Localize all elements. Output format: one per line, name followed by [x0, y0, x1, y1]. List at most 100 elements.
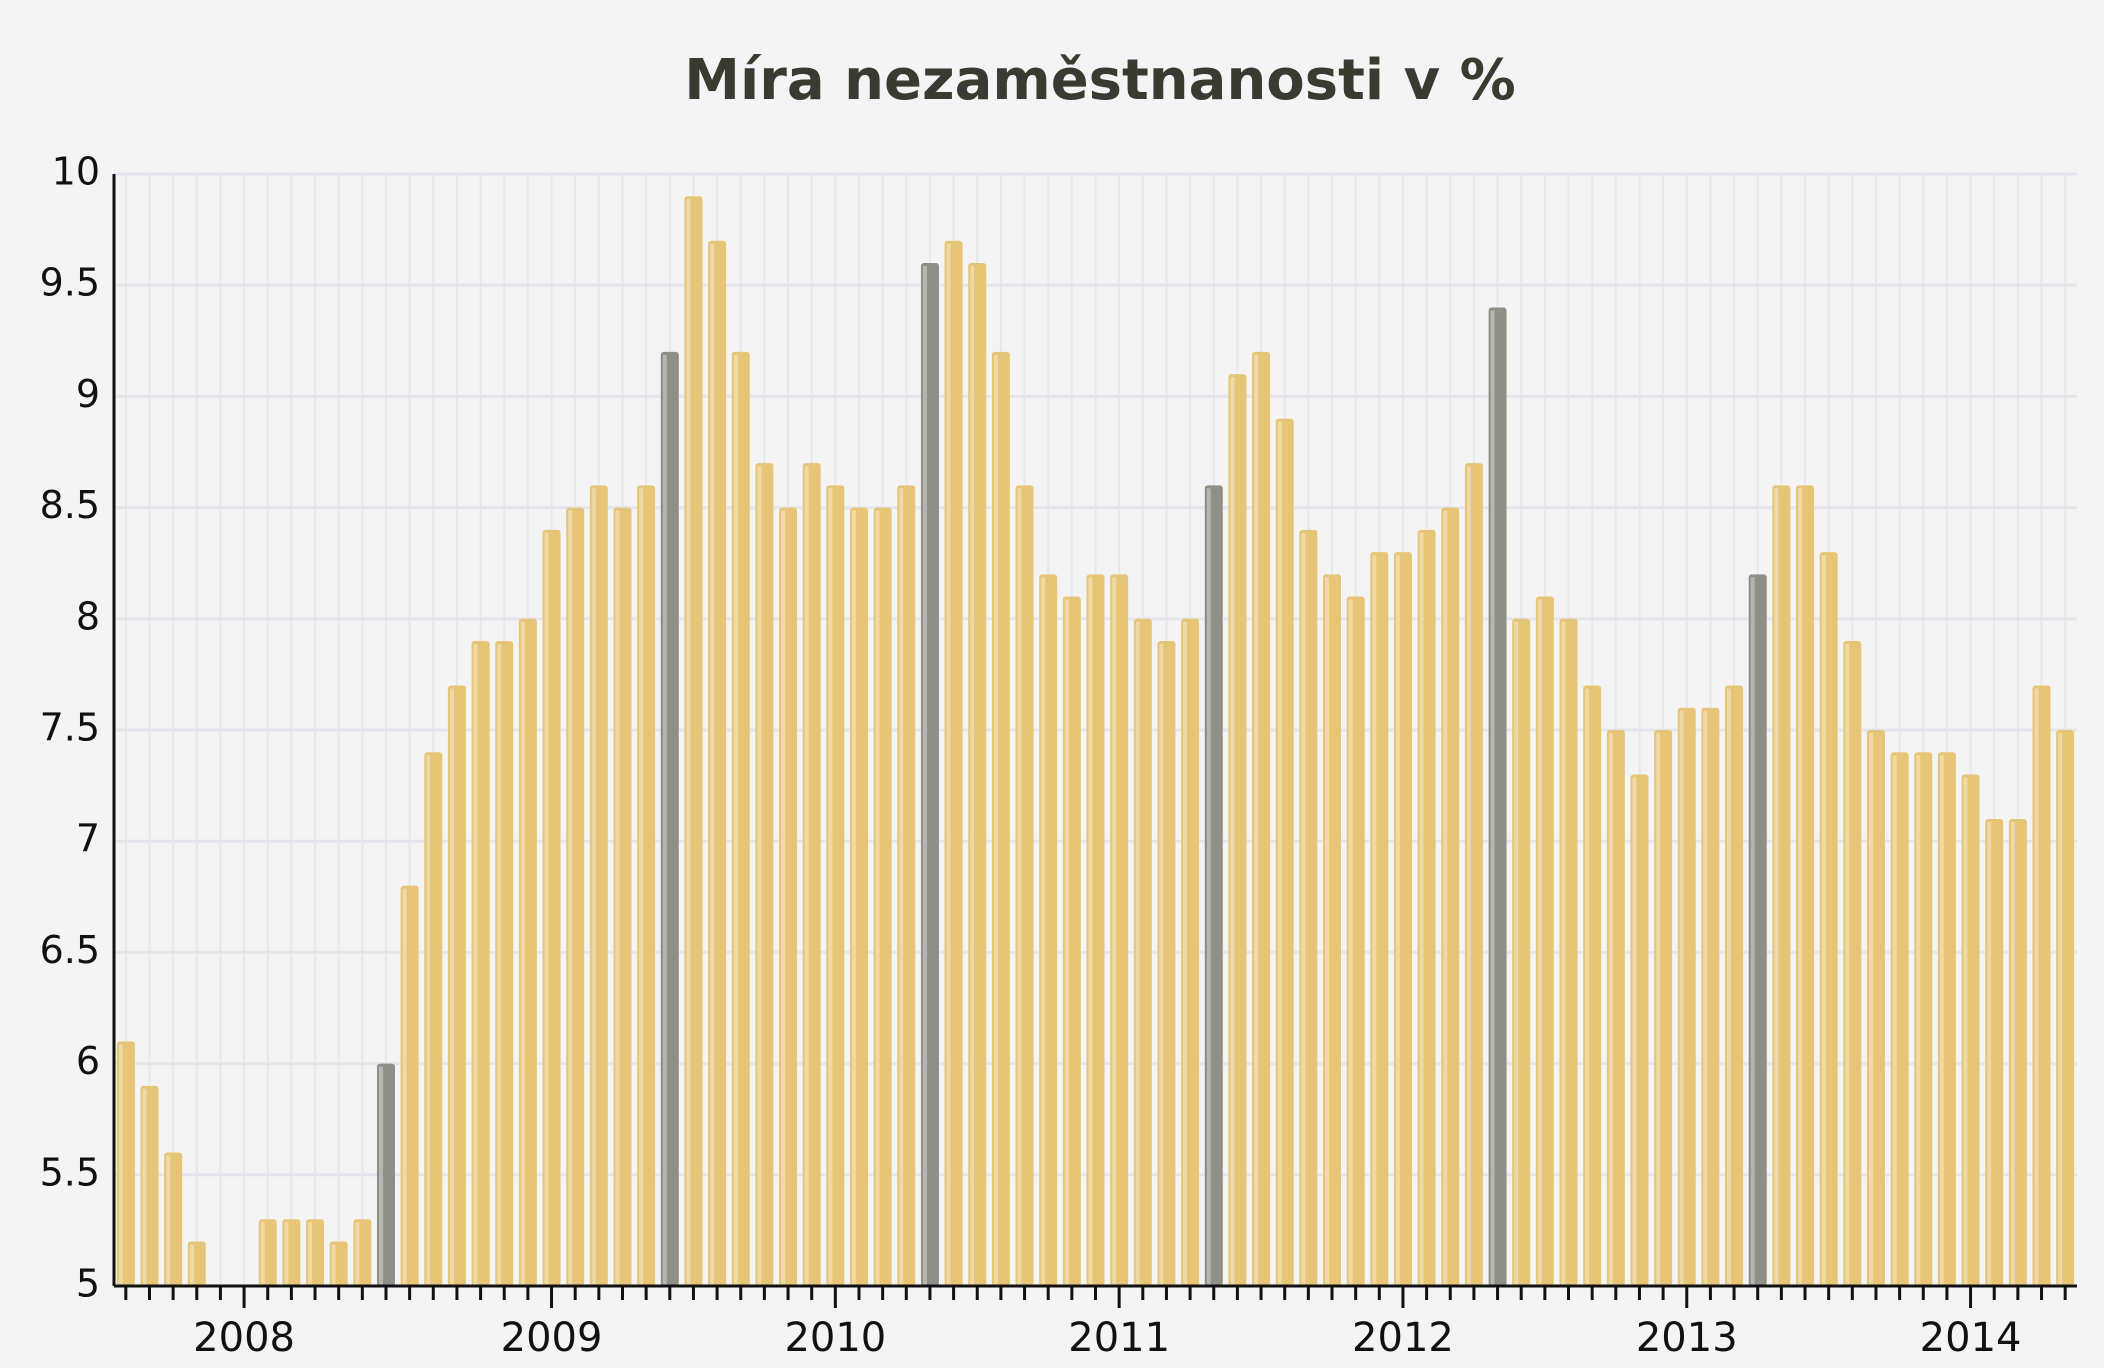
- bar-shine: [1301, 532, 1306, 1286]
- bar: [755, 463, 774, 1286]
- bar: [1701, 707, 1720, 1286]
- bar: [1606, 730, 1625, 1286]
- bar-shine: [1963, 777, 1968, 1286]
- bar: [400, 885, 419, 1286]
- bar: [1937, 752, 1956, 1286]
- bar-shine: [1183, 621, 1188, 1286]
- bar-shine: [1679, 710, 1684, 1286]
- bar: [1725, 685, 1744, 1286]
- bar: [589, 485, 608, 1286]
- bar-shine: [1064, 599, 1069, 1286]
- bar: [1772, 485, 1791, 1286]
- bar: [1677, 707, 1696, 1286]
- bar-shine: [260, 1222, 265, 1286]
- bar-shine: [993, 354, 998, 1286]
- bar: [2008, 818, 2027, 1286]
- bar-shine: [1892, 755, 1897, 1286]
- bar-shine: [1277, 421, 1282, 1286]
- bar-shine: [1632, 777, 1637, 1286]
- bar-shine: [308, 1222, 313, 1286]
- bar: [1748, 574, 1767, 1286]
- x-tick-label: 2008: [193, 1315, 295, 1361]
- bar-shine: [1490, 310, 1495, 1286]
- bar: [1583, 685, 1602, 1286]
- x-tick-label: 2011: [1068, 1315, 1170, 1361]
- bar: [1890, 752, 1909, 1286]
- bar: [116, 1041, 135, 1286]
- bar-shine: [1727, 688, 1732, 1286]
- bar-shine: [473, 644, 478, 1286]
- bar: [518, 618, 537, 1286]
- bar: [542, 529, 561, 1286]
- bar-shine: [615, 510, 620, 1287]
- bar-shine: [166, 1155, 171, 1286]
- bar-shine: [922, 265, 927, 1287]
- bar: [1796, 485, 1815, 1286]
- bar-shine: [449, 688, 454, 1286]
- bar-shine: [284, 1222, 289, 1286]
- bar-shine: [355, 1222, 360, 1286]
- bar: [306, 1219, 325, 1286]
- bar-shine: [2034, 688, 2039, 1286]
- bar: [1843, 641, 1862, 1286]
- bar: [637, 485, 656, 1286]
- bar: [1275, 418, 1294, 1286]
- x-tick-label: 2010: [784, 1315, 886, 1361]
- bar-shine: [1325, 577, 1330, 1286]
- bar-shine: [1419, 532, 1424, 1286]
- bar: [566, 507, 585, 1287]
- bar-shine: [1845, 644, 1850, 1286]
- bar-shine: [118, 1044, 123, 1286]
- bar: [1181, 618, 1200, 1286]
- bar-shine: [1703, 710, 1708, 1286]
- bar-shine: [804, 466, 809, 1286]
- bar-shine: [1821, 555, 1826, 1286]
- bar: [731, 351, 750, 1286]
- bar: [708, 240, 727, 1287]
- bar-shine: [1017, 488, 1022, 1286]
- bar-shine: [733, 354, 738, 1286]
- bar-shine: [1443, 510, 1448, 1287]
- bar: [1086, 574, 1105, 1286]
- bar: [968, 262, 987, 1287]
- y-tick-label: 9: [76, 372, 100, 416]
- bar: [1512, 618, 1531, 1286]
- bar: [1488, 307, 1507, 1286]
- bar-shine: [899, 488, 904, 1286]
- bar: [1252, 351, 1271, 1286]
- bar-shine: [497, 644, 502, 1286]
- bar-shine: [1254, 354, 1259, 1286]
- bar: [187, 1241, 206, 1286]
- bar: [1630, 774, 1649, 1286]
- bar-shine: [1750, 577, 1755, 1286]
- y-tick-label: 6.5: [40, 928, 100, 972]
- bar: [1346, 596, 1365, 1286]
- y-tick-label: 7: [76, 817, 100, 861]
- bar-shine: [639, 488, 644, 1286]
- bar-shine: [1537, 599, 1542, 1286]
- bar: [353, 1219, 372, 1286]
- bar: [779, 507, 798, 1287]
- bar: [660, 351, 679, 1286]
- bar-shine: [1206, 488, 1211, 1286]
- bar-shine: [402, 888, 407, 1286]
- bar: [944, 240, 963, 1287]
- y-tick-label: 6: [76, 1039, 100, 1083]
- x-tick-label: 2012: [1352, 1315, 1454, 1361]
- bar: [1535, 596, 1554, 1286]
- bar-shine: [1135, 621, 1140, 1286]
- bar: [873, 507, 892, 1287]
- bar: [1062, 596, 1081, 1286]
- bar-shine: [1656, 733, 1661, 1286]
- bar: [329, 1241, 348, 1286]
- bar-shine: [1112, 577, 1117, 1286]
- bar-shine: [875, 510, 880, 1287]
- bar-shine: [1608, 733, 1613, 1286]
- bar: [897, 485, 916, 1286]
- bar-shine: [662, 354, 667, 1286]
- bar: [1110, 574, 1129, 1286]
- bar-shine: [544, 532, 549, 1286]
- bar-shine: [828, 488, 833, 1286]
- bar-shine: [1372, 555, 1377, 1286]
